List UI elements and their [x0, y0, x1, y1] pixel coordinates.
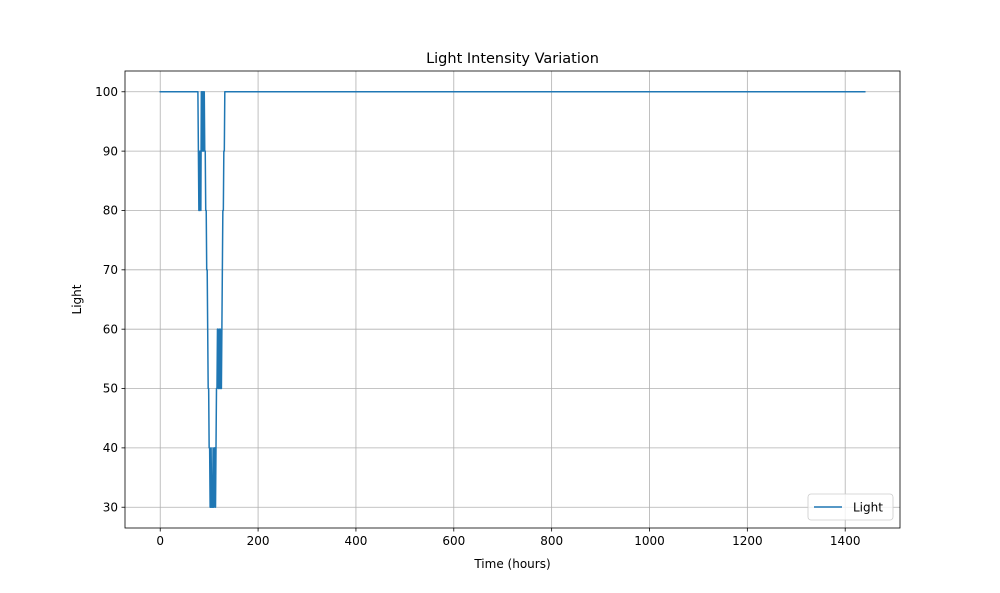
legend: Light	[807, 493, 894, 521]
y-tick-label: 50	[103, 382, 118, 396]
plot-frame	[124, 70, 901, 529]
x-tick-label: 1200	[732, 534, 763, 548]
y-tick-label: 90	[103, 144, 118, 158]
x-tick-label: 1000	[634, 534, 665, 548]
x-tick-label: 600	[442, 534, 465, 548]
y-tick-label: 100	[95, 85, 118, 99]
x-tick-label: 200	[247, 534, 270, 548]
series-layer	[159, 91, 866, 508]
grid	[125, 71, 900, 528]
chart-title: Light Intensity Variation	[426, 51, 599, 67]
legend-box	[807, 493, 894, 521]
x-tick-label: 800	[540, 534, 563, 548]
x-tick-label: 1400	[830, 534, 861, 548]
x-tick-label: 400	[344, 534, 367, 548]
y-axis-title: Light	[70, 284, 84, 314]
y-tick-label: 70	[103, 263, 118, 277]
y-tick-label: 80	[103, 204, 118, 218]
legend-label: Light	[853, 501, 883, 515]
y-tick-label: 30	[103, 500, 118, 514]
ticks: 0 200 400 600 800 1000 1200 1400 30 40 50 60 70 80 90 1…	[95, 85, 860, 548]
x-axis-title: Time (hours)	[473, 557, 550, 571]
y-tick-label: 40	[103, 441, 118, 455]
series-line-light	[159, 91, 866, 508]
y-tick-label: 60	[103, 322, 118, 336]
x-tick-label: 0	[156, 534, 164, 548]
